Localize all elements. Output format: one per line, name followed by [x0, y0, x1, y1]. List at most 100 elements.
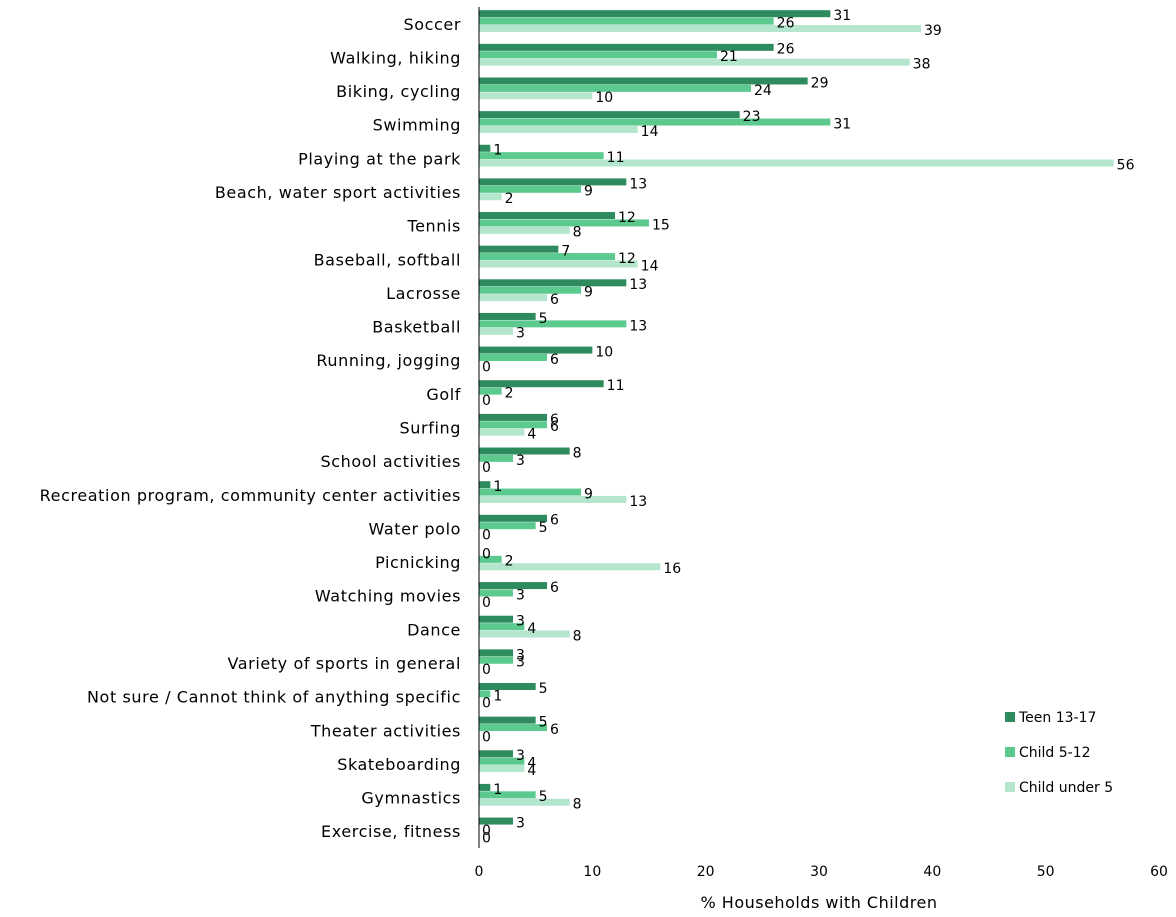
value-label: 5: [539, 681, 548, 697]
category-label: Skateboarding: [337, 755, 461, 774]
value-label: 0: [482, 546, 491, 562]
bar-child-5-12: [479, 51, 717, 59]
bar-child-5-12: [479, 84, 751, 92]
value-label: 9: [584, 184, 593, 200]
bar-teen-13-17: [479, 514, 547, 522]
value-label: 24: [754, 83, 772, 99]
value-label: 0: [482, 696, 491, 712]
bar-child-under-5: [479, 125, 638, 133]
value-label: 4: [527, 427, 536, 443]
value-label: 5: [539, 520, 548, 536]
bar-child-5-12: [479, 185, 581, 193]
bar-teen-13-17: [479, 346, 593, 354]
value-label: 2: [505, 554, 514, 570]
bar-child-5-12: [479, 589, 513, 597]
value-label: 23: [743, 109, 761, 125]
value-label: 11: [607, 150, 625, 166]
bar-teen-13-17: [479, 245, 559, 253]
bar-child-under-5: [479, 92, 593, 100]
bar-child-5-12: [479, 623, 525, 631]
value-label: 9: [584, 285, 593, 301]
x-tick-label: 50: [1037, 864, 1055, 880]
bar-teen-13-17: [479, 716, 536, 724]
bar-teen-13-17: [479, 447, 570, 455]
category-label: Golf: [426, 385, 461, 404]
value-label: 1: [493, 688, 502, 704]
value-label: 14: [641, 258, 659, 274]
value-label: 4: [527, 621, 536, 637]
category-labels: Soccer Walking, hiking Biking, cycling Swim…: [40, 15, 461, 841]
bar-child-under-5: [479, 563, 661, 571]
value-label: 11: [607, 378, 625, 394]
value-label: 29: [811, 75, 829, 91]
bar-child-5-12: [479, 488, 581, 496]
bar-teen-13-17: [479, 144, 491, 152]
x-tick-label: 10: [583, 864, 601, 880]
category-label: Surfing: [400, 419, 461, 438]
bar-child-under-5: [479, 159, 1114, 167]
bar-child-5-12: [479, 690, 491, 698]
category-label: Theater activities: [310, 721, 461, 740]
bar-child-5-12: [479, 387, 502, 395]
value-label: 3: [516, 453, 525, 469]
category-label: Swimming: [373, 116, 461, 135]
value-label: 13: [629, 318, 647, 334]
category-label: Biking, cycling: [336, 82, 461, 101]
bar-teen-13-17: [479, 750, 513, 758]
value-label: 16: [663, 561, 681, 577]
bar-teen-13-17: [479, 111, 740, 119]
bar-child-under-5: [479, 327, 513, 335]
bar-child-under-5: [479, 25, 921, 32]
bar-teen-13-17: [479, 178, 627, 186]
value-label: 0: [482, 830, 491, 846]
bar-child-5-12: [479, 320, 627, 328]
bar-child-5-12: [479, 253, 615, 261]
category-label: Playing at the park: [298, 149, 461, 168]
value-label: 12: [618, 251, 636, 267]
value-label: 8: [573, 797, 582, 813]
value-label: 1: [493, 479, 502, 495]
x-tick-label: 20: [697, 864, 715, 880]
value-label: 0: [482, 729, 491, 745]
category-label: Water polo: [368, 519, 461, 538]
x-tick-label: 0: [475, 864, 484, 880]
value-label: 31: [833, 116, 851, 132]
legend-swatch: [1005, 747, 1015, 757]
bar-child-5-12: [479, 555, 502, 563]
bar-child-5-12: [479, 724, 547, 732]
value-label: 5: [539, 311, 548, 327]
value-label: 3: [516, 748, 525, 764]
value-label: 0: [482, 595, 491, 611]
value-label: 9: [584, 486, 593, 502]
value-label: 5: [539, 789, 548, 805]
bar-child-under-5: [479, 260, 638, 268]
value-label: 12: [618, 210, 636, 226]
bar-teen-13-17: [479, 10, 831, 18]
bar-child-5-12: [479, 757, 525, 765]
legend-label: Child 5-12: [1019, 745, 1091, 761]
value-label: 26: [777, 16, 795, 32]
bar-child-5-12: [479, 286, 581, 294]
bar-teen-13-17: [479, 649, 513, 657]
category-label: Lacrosse: [386, 284, 461, 303]
bar-child-under-5: [479, 765, 525, 773]
bar-child-under-5: [479, 630, 570, 638]
value-label: 5: [539, 715, 548, 731]
value-label: 8: [573, 225, 582, 241]
bar-child-5-12: [479, 791, 536, 799]
value-label: 0: [482, 662, 491, 678]
value-label: 26: [777, 42, 795, 58]
bar-child-under-5: [479, 428, 525, 436]
value-label: 4: [527, 756, 536, 772]
legend-swatch: [1005, 712, 1015, 722]
value-label: 7: [561, 244, 570, 260]
value-label: 15: [652, 217, 670, 233]
value-label: 6: [550, 352, 559, 368]
bar-teen-13-17: [479, 413, 547, 421]
value-label: 1: [493, 782, 502, 798]
value-label: 3: [516, 655, 525, 671]
bar-child-5-12: [479, 118, 831, 126]
category-label: Watching movies: [315, 587, 461, 606]
bar-child-under-5: [479, 294, 547, 302]
